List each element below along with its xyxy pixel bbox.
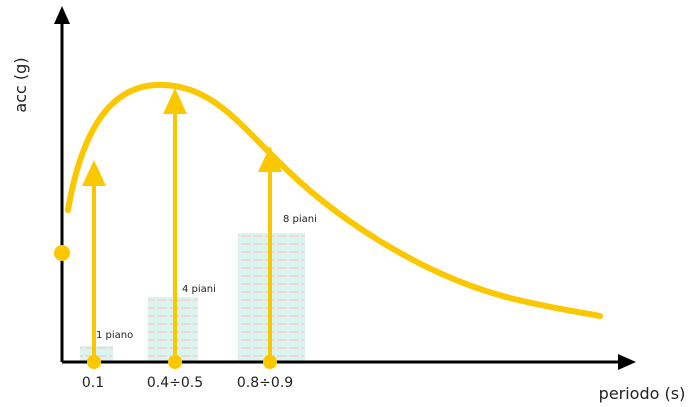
period-label: 0.1 (82, 375, 104, 391)
building-label: 1 piano (96, 330, 133, 341)
building-label: 8 piani (283, 214, 317, 225)
spectrum-curve (68, 85, 600, 316)
x-arrow (618, 354, 636, 370)
building-label: 4 piani (182, 284, 216, 295)
pga-dot (54, 245, 70, 261)
y-axis-label: acc (g) (11, 57, 30, 112)
y-arrow (54, 6, 70, 24)
period-label: 0.8÷0.9 (237, 375, 293, 391)
x-axis-label: periodo (s) (599, 384, 686, 403)
period-label: 0.4÷0.5 (147, 375, 203, 391)
diagram: 1 piano 4 piani 8 piani 0.1 0.4÷0.5 0.8÷… (0, 0, 697, 407)
